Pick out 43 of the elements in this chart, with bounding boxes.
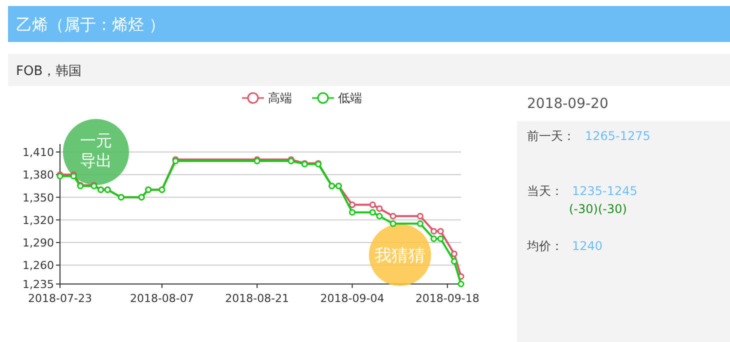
y-tick-label: 1,410 — [22, 146, 54, 159]
point — [450, 250, 458, 258]
y-tick-label: 1,260 — [22, 259, 54, 272]
text: 当天： — [527, 184, 563, 198]
y-tick-label: 1,235 — [22, 278, 54, 291]
point — [369, 209, 376, 216]
text: 1235-1245 — [572, 184, 638, 198]
text: 均价： — [526, 239, 563, 253]
point — [349, 202, 356, 208]
point — [349, 209, 356, 216]
point — [437, 228, 444, 234]
chart-subtitle: FOB，韩国 — [16, 64, 82, 79]
point — [416, 212, 424, 220]
text: (-30)(-30) — [569, 202, 627, 216]
legend-label: 高端 — [268, 91, 292, 105]
annotation: 一元导出 — [80, 131, 112, 170]
annotation: 我猜猜 — [374, 246, 426, 266]
point — [369, 202, 376, 208]
point — [390, 212, 396, 220]
x-tick-label: 2018-09-18 — [415, 292, 480, 305]
text: 2018-09-20 — [527, 96, 608, 112]
chart-title: 乙烯（属于：烯烃 ） — [16, 15, 166, 34]
point — [450, 258, 458, 265]
point — [430, 228, 438, 234]
text: 1265-1275 — [585, 129, 650, 143]
text: 1240 — [572, 239, 603, 253]
y-tick-label: 1,290 — [22, 236, 54, 250]
point — [416, 220, 424, 227]
x-tick-label: 2018-08-07 — [130, 292, 194, 305]
y-tick-label: 1,320 — [22, 214, 54, 227]
legend-label: 低端 — [338, 91, 362, 105]
point — [390, 220, 396, 227]
x-tick-label: 2018-07-23 — [28, 292, 92, 305]
point — [376, 212, 383, 220]
y-tick-label: 1,380 — [22, 168, 54, 182]
point — [430, 235, 438, 242]
point — [376, 205, 383, 212]
x-tick-label: 2018-08-21 — [225, 292, 290, 305]
y-tick-label: 1,350 — [22, 191, 54, 204]
x-tick-label: 2018-09-04 — [320, 292, 384, 305]
text: 前一天： — [527, 129, 575, 143]
point — [437, 235, 444, 242]
point — [458, 280, 464, 288]
